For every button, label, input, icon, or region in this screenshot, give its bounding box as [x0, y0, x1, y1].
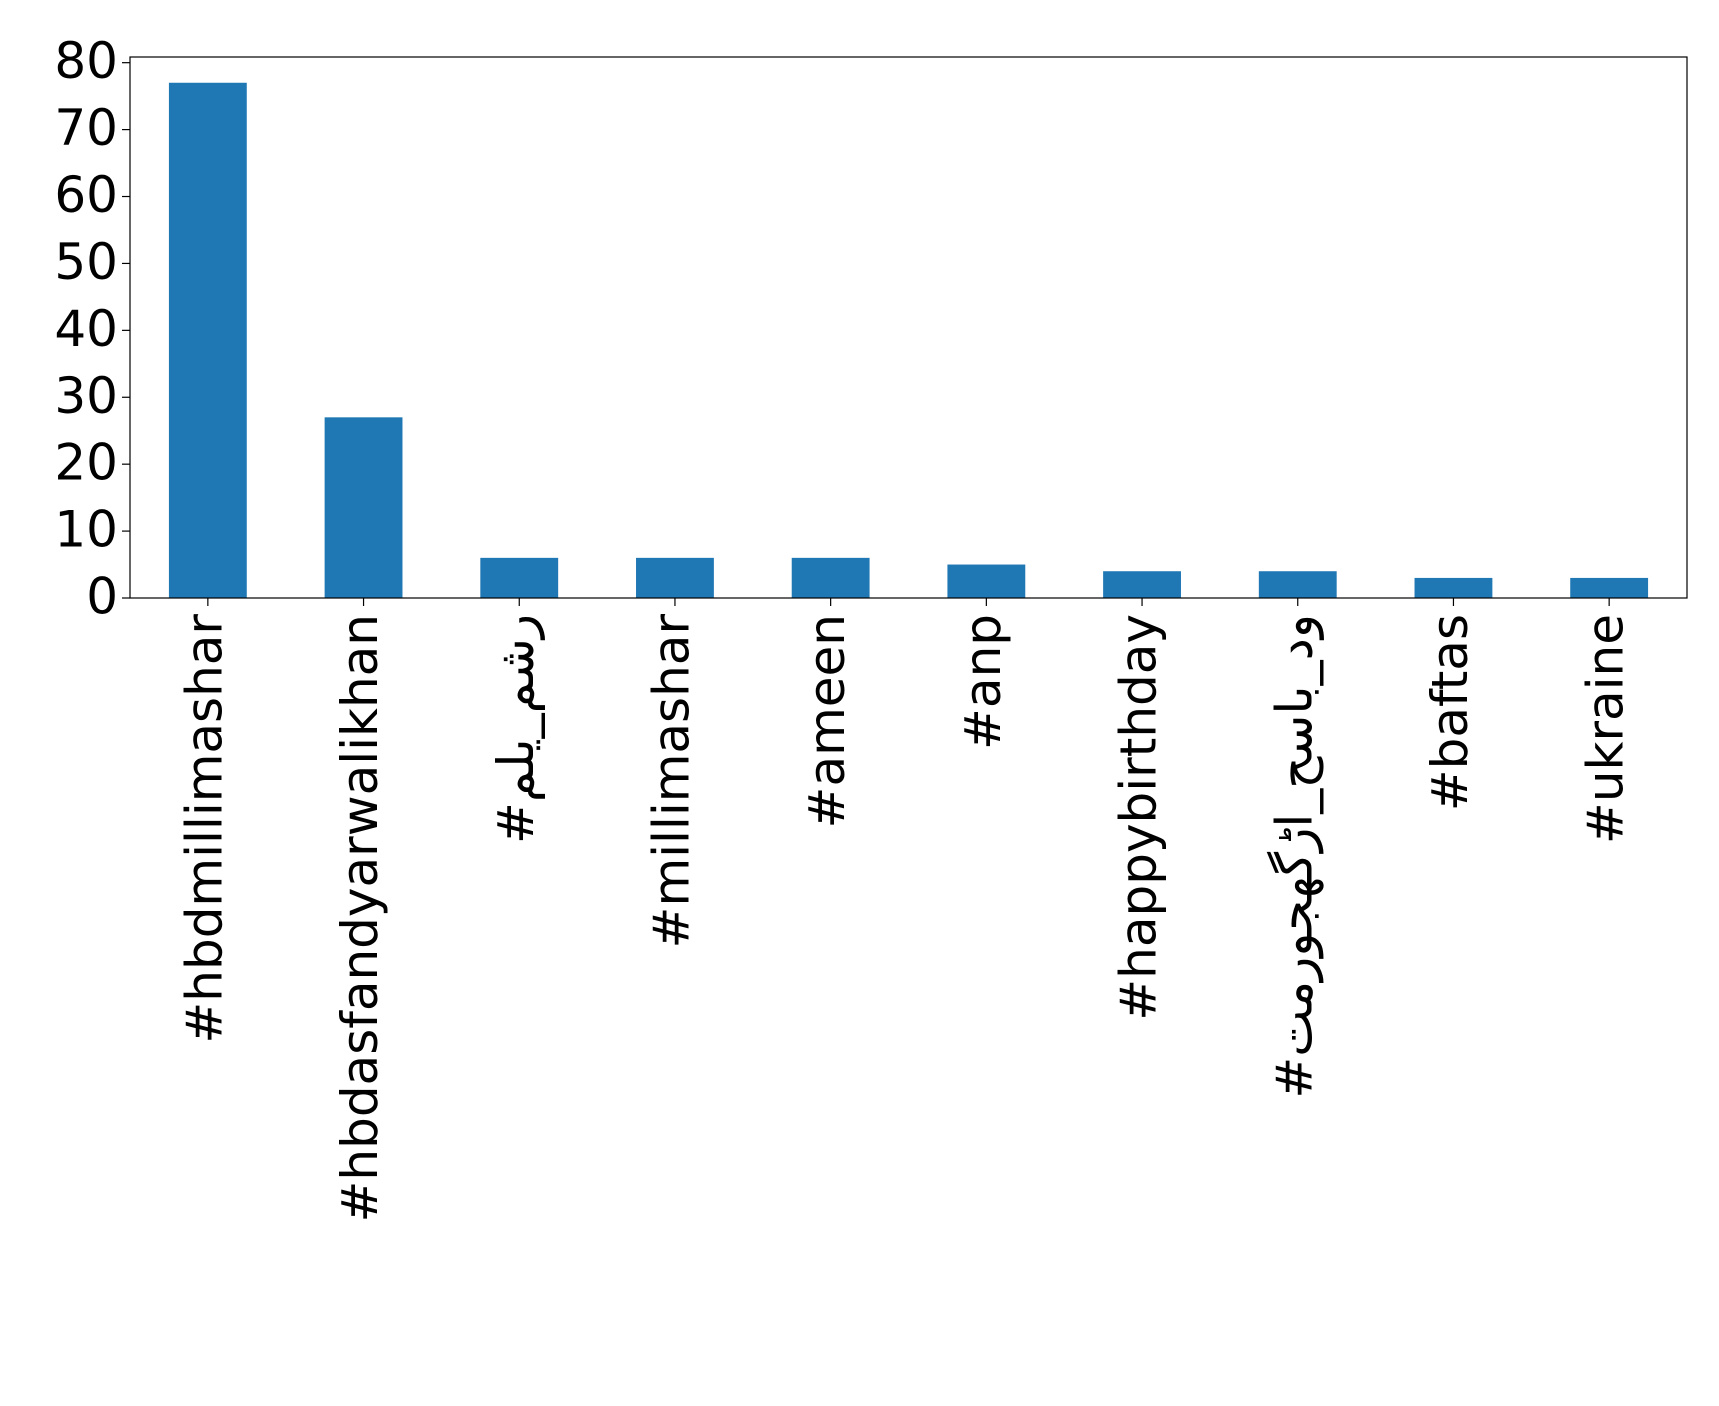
- y-tick-label: 30: [54, 367, 118, 425]
- x-tick-label: #hbdasfandyarwalikhan: [331, 614, 389, 1223]
- x-tick-label: #millimashar: [642, 614, 700, 949]
- y-tick-label: 70: [54, 99, 118, 157]
- y-tick-label: 50: [54, 233, 118, 291]
- y-tick-label: 10: [54, 501, 118, 559]
- bar: [324, 417, 403, 598]
- y-tick-label: 40: [54, 300, 118, 358]
- bar: [636, 557, 714, 598]
- x-tick-label: #baftas: [1421, 614, 1479, 811]
- y-tick-label: 0: [86, 568, 118, 626]
- bar: [1103, 571, 1181, 598]
- bar: [1414, 577, 1493, 598]
- y-tick-label: 80: [54, 32, 118, 90]
- x-tick-label: #anp: [954, 614, 1012, 750]
- x-tick-label: #تمروجھگڑا_حساب_دو: [1265, 614, 1324, 1099]
- x-tick-label: #ameen: [798, 614, 856, 828]
- x-tick-label: #ملي_مشر: [487, 614, 545, 844]
- bar: [480, 557, 559, 598]
- plot-frame: [129, 56, 1688, 599]
- x-tick-label: #hbdmillimashar: [175, 614, 233, 1044]
- x-tick-label: #happybirthday: [1110, 614, 1168, 1021]
- bar: [1258, 571, 1337, 598]
- y-tick-label: 60: [54, 166, 118, 224]
- bar: [1570, 577, 1649, 598]
- bar: [791, 557, 870, 598]
- bar: [168, 82, 247, 598]
- bar: [947, 564, 1026, 598]
- x-tick-label: #ukraine: [1577, 614, 1635, 844]
- y-tick-label: 20: [54, 434, 118, 492]
